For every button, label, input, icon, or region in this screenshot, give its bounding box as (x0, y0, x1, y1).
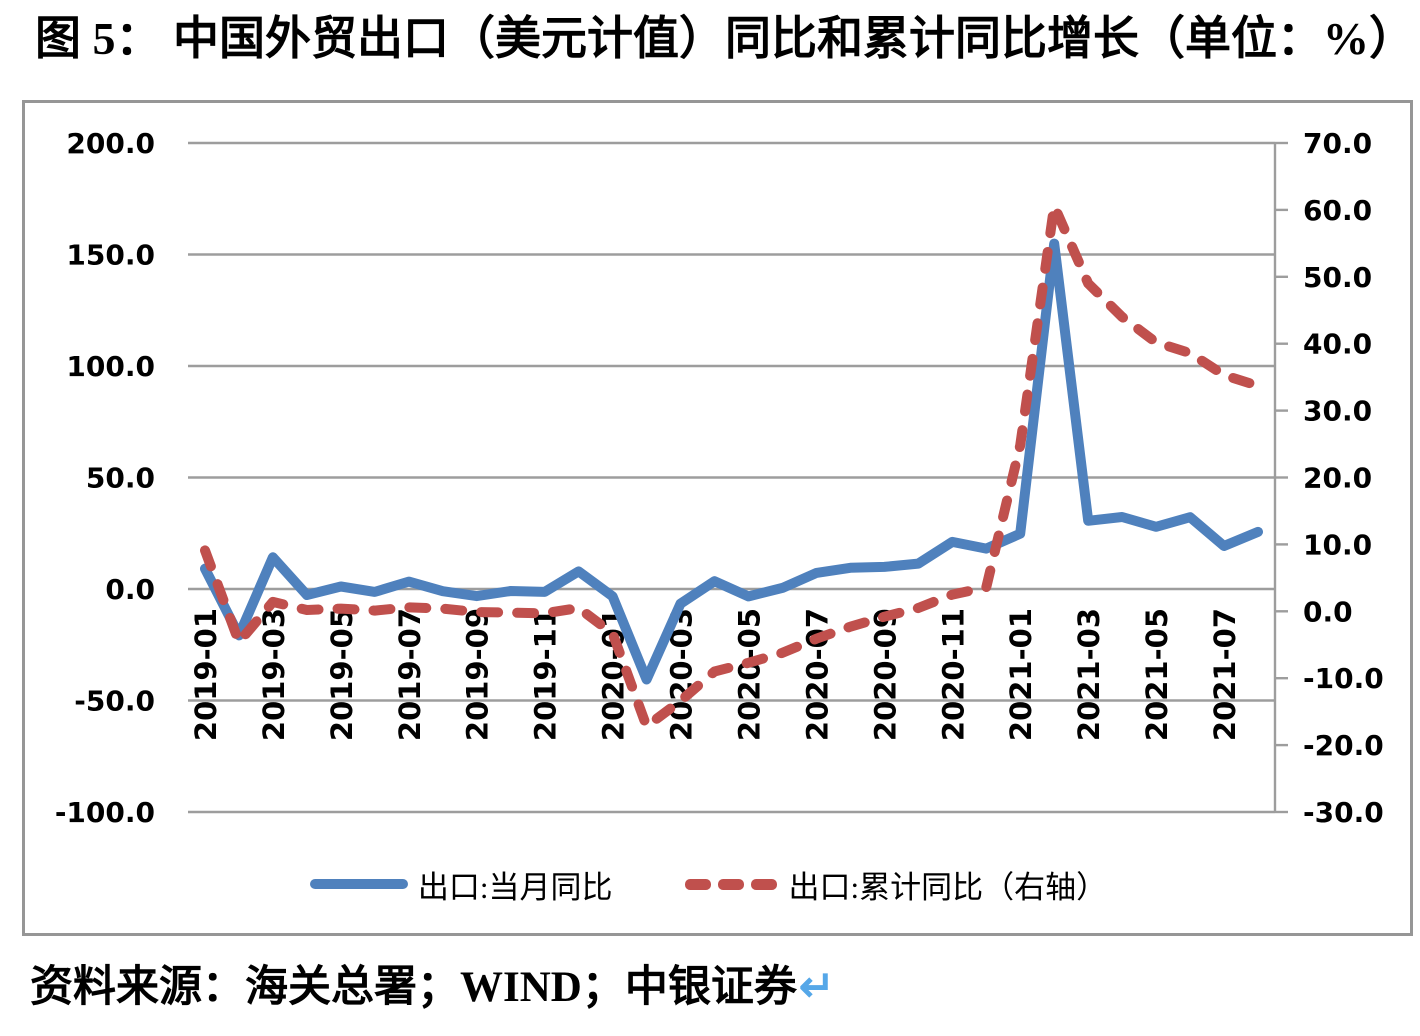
x-axis-label: 2019-05 (325, 608, 359, 741)
right-axis-label: 70.0 (1303, 127, 1372, 160)
legend-item-monthly: 出口:当月同比 (309, 862, 613, 907)
legend-label-cumulative: 出口:累计同比（右轴） (788, 869, 1108, 905)
right-axis-label: 50.0 (1303, 261, 1372, 294)
series-line-monthly (200, 238, 1263, 685)
right-axis-label: -30.0 (1303, 796, 1384, 829)
x-axis-label: 2019-09 (461, 608, 495, 741)
return-mark-icon: ↵ (798, 964, 835, 1011)
chart-area: 200.0 150.0 100.0 50.0 0.0 -50.0 -100.0 70.0 60.… (22, 100, 1413, 936)
x-axis-label: 2020-09 (868, 608, 902, 741)
legend-dashed-line-swatch (684, 878, 777, 890)
x-axis-label: 2021-05 (1140, 608, 1174, 741)
x-axis-label: 2021-07 (1208, 608, 1242, 741)
right-axis-label: 10.0 (1303, 528, 1372, 561)
chart-legend: 出口:当月同比 出口:累计同比（右轴） (165, 861, 1252, 907)
right-axis-label: -20.0 (1303, 729, 1384, 762)
x-axis-label: 2019-11 (529, 608, 563, 741)
right-axis-label: 20.0 (1303, 462, 1372, 495)
right-axis-label: 40.0 (1303, 328, 1372, 361)
x-axis-label: 2020-07 (800, 608, 834, 741)
series-line-cumulative (200, 200, 1263, 732)
left-axis-label: -50.0 (74, 685, 155, 718)
right-axis-label: -10.0 (1303, 662, 1384, 695)
legend-item-cumulative: 出口:累计同比（右轴） (684, 862, 1108, 907)
left-axis-label: 100.0 (66, 350, 155, 383)
x-axis-label: 2019-01 (189, 608, 223, 741)
x-axis-label: 2020-05 (732, 608, 766, 741)
legend-label-monthly: 出口:当月同比 (417, 869, 613, 905)
chart-plot: 200.0 150.0 100.0 50.0 0.0 -50.0 -100.0 70.0 60.… (55, 127, 1384, 829)
right-axis-label: 60.0 (1303, 194, 1372, 227)
source-note: 资料来源：海关总署；WIND；中银证券↵ (30, 952, 835, 1014)
x-axis-label: 2021-03 (1072, 608, 1106, 741)
legend-solid-line-swatch (309, 879, 408, 889)
left-axis-label: 50.0 (86, 462, 155, 495)
x-axis-label: 2019-07 (393, 608, 427, 741)
x-axis-label: 2019-03 (257, 608, 291, 741)
left-axis-label: 200.0 (66, 127, 155, 160)
left-axis-label: 0.0 (105, 573, 155, 606)
source-note-text: 资料来源：海关总署；WIND；中银证券 (30, 964, 797, 1011)
left-axis-label: -100.0 (55, 796, 155, 829)
right-axis-label: 30.0 (1303, 395, 1372, 428)
left-axis-label: 150.0 (66, 239, 155, 272)
x-axis-label: 2020-11 (936, 608, 970, 741)
figure-title: 图 5： 中国外贸出口（美元计值）同比和累计同比增长（单位：%） (35, 13, 1415, 64)
right-axis-label: 0.0 (1303, 595, 1353, 628)
x-axis-label: 2021-01 (1004, 608, 1038, 741)
